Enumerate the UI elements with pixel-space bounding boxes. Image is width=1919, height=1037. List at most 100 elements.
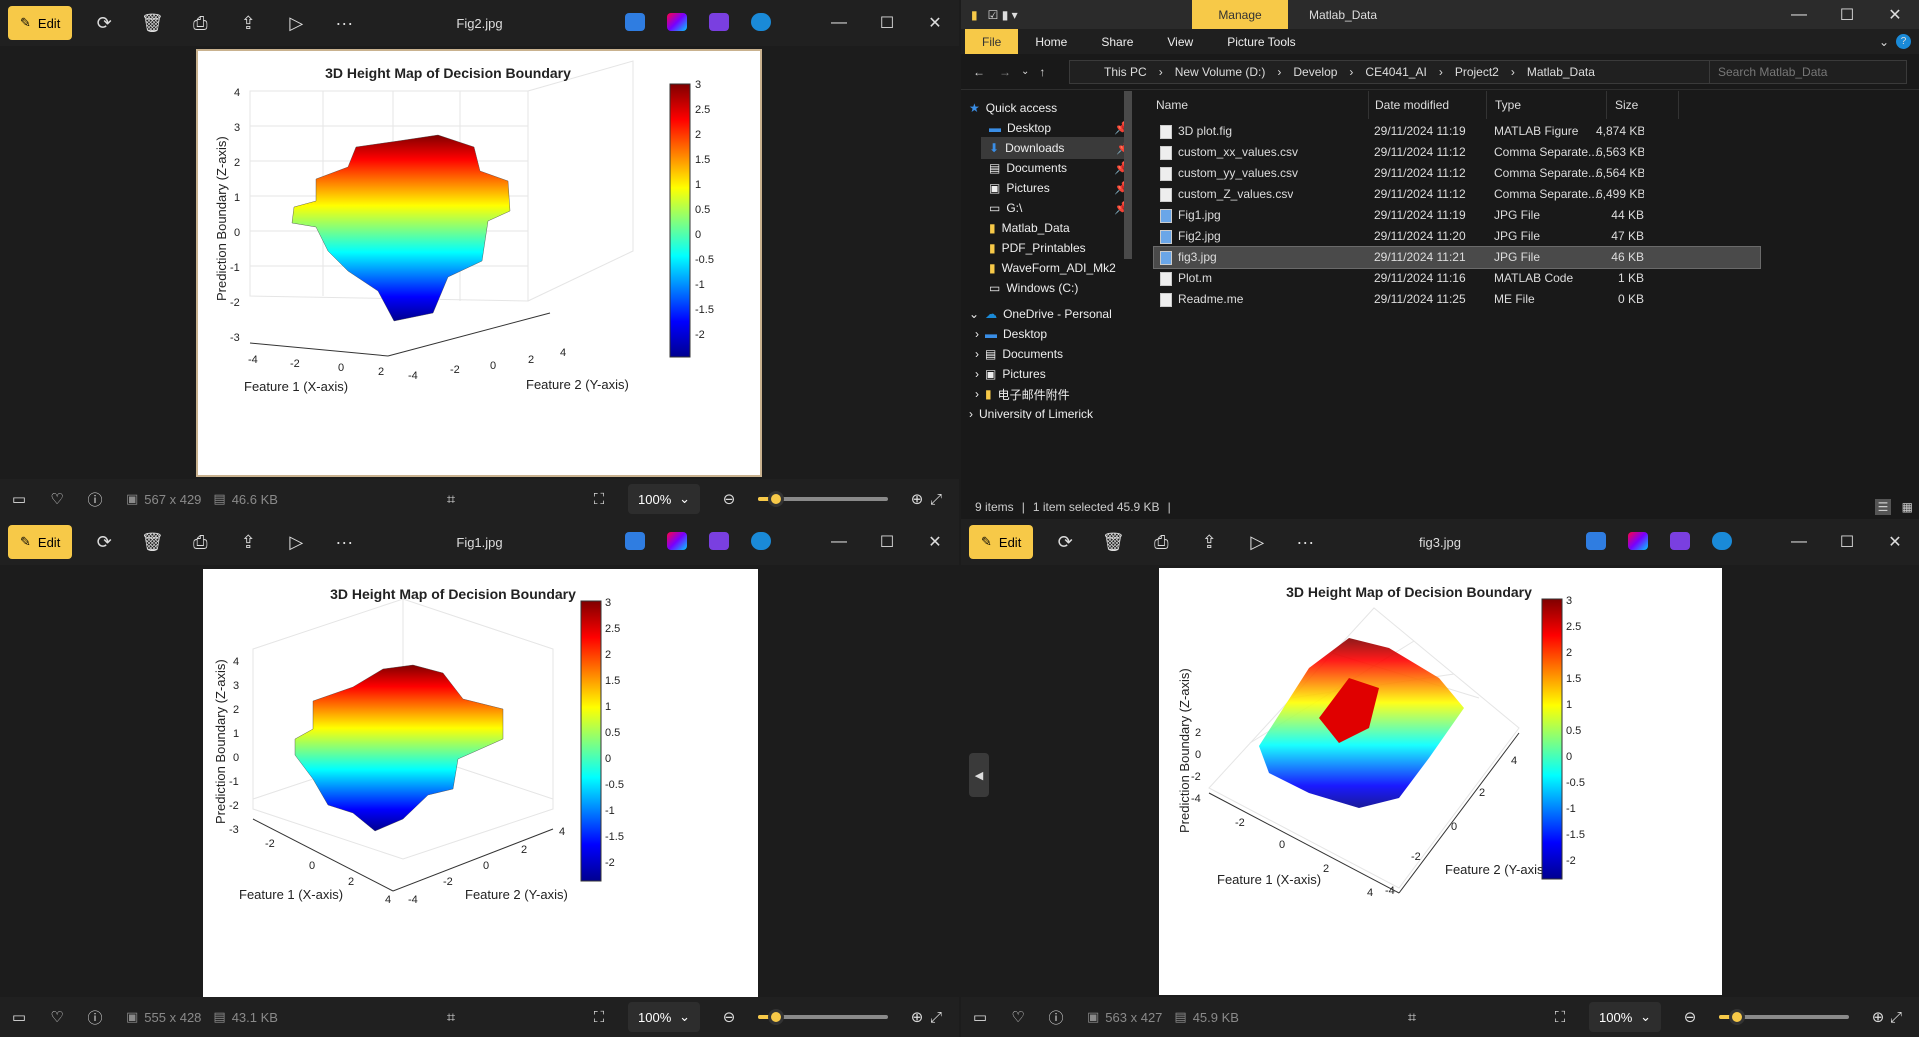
share-icon[interactable]: ⇪ [240, 12, 256, 33]
filmstrip-icon[interactable]: ▭ [11, 1009, 27, 1026]
minimize-icon[interactable]: — [1791, 533, 1807, 550]
edit-button[interactable]: ✎ Edit [8, 6, 73, 40]
info-icon[interactable]: ⓘ [87, 1009, 103, 1027]
slideshow-icon[interactable]: ▷ [1250, 531, 1265, 552]
tab-picture-tools[interactable]: Picture Tools [1227, 34, 1296, 49]
nav-pdf-printables[interactable]: ▮ PDF_Printables [989, 241, 1086, 255]
file-row[interactable]: custom_xx_values.csv 29/11/2024 11:12 Comm… [1154, 142, 1760, 163]
minimize-icon[interactable]: — [1791, 5, 1807, 23]
nav-pictures[interactable]: ▣ Pictures 📌 [989, 181, 1129, 195]
large-icons-view-icon[interactable]: ▦ [1901, 499, 1913, 514]
zoom-in-icon[interactable]: ⊕ [910, 1009, 924, 1026]
minimize-icon[interactable]: — [831, 533, 847, 550]
nav-quick-access[interactable]: ★ Quick access [969, 101, 1058, 115]
share-icon[interactable]: ⇪ [1201, 531, 1217, 552]
tab-file[interactable]: File [965, 29, 1019, 54]
minimize-icon[interactable]: — [831, 14, 847, 31]
more-icon[interactable]: ··· [335, 531, 354, 552]
tab-share[interactable]: Share [1101, 34, 1134, 49]
nav-downloads[interactable]: ⬇Downloads📌 [981, 137, 1131, 159]
more-icon[interactable]: ··· [1296, 531, 1315, 552]
zoom-in-icon[interactable]: ⊕ [910, 491, 924, 508]
zoom-out-icon[interactable]: ⊖ [722, 491, 736, 508]
column-header-size[interactable]: Size [1607, 91, 1679, 119]
designer-icon[interactable] [625, 532, 645, 550]
clipchamp-icon[interactable] [1670, 532, 1690, 550]
close-icon[interactable]: ✕ [928, 534, 942, 551]
forward-icon[interactable]: → [999, 64, 1011, 79]
nav-university[interactable]: › University of Limerick [969, 407, 1094, 419]
file-row[interactable]: Readme.me 29/11/2024 11:25 ME File 0 KB [1154, 289, 1760, 310]
zoom-select[interactable]: 100% ⌄ [1589, 1002, 1661, 1032]
nav-waveform[interactable]: ▮ WaveForm_ADI_Mk2 [989, 261, 1116, 275]
clipchamp-icon[interactable] [709, 13, 729, 31]
nav-onedrive[interactable]: ⌄ ☁ OneDrive - Personal [969, 307, 1112, 321]
zoom-select[interactable]: 100% ⌄ [628, 1002, 700, 1032]
file-row[interactable]: Plot.m 29/11/2024 11:16 MATLAB Code 1 KB [1154, 268, 1760, 289]
zoom-slider[interactable] [758, 491, 888, 507]
edit-button[interactable]: ✎ Edit [969, 525, 1034, 559]
breadcrumb-item[interactable]: Matlab_Data [1526, 65, 1595, 79]
designer-icon[interactable] [1586, 532, 1606, 550]
nav-documents[interactable]: ▤ Documents 📌 [989, 161, 1129, 175]
crop-icon[interactable]: ⌗ [446, 490, 456, 508]
fit-icon[interactable]: ⛶ [1554, 1008, 1566, 1026]
delete-icon[interactable]: 🗑 [140, 12, 164, 33]
file-row[interactable]: 3D plot.fig 29/11/2024 11:19 MATLAB Figure… [1154, 121, 1760, 142]
fullscreen-icon[interactable]: ⤢ [929, 1008, 942, 1026]
file-row[interactable]: custom_Z_values.csv 29/11/2024 11:12 Comma… [1154, 184, 1760, 205]
breadcrumb-item[interactable]: Develop [1293, 65, 1338, 79]
manage-tab[interactable]: Manage [1192, 0, 1288, 29]
zoom-slider[interactable] [1719, 1009, 1849, 1025]
fit-icon[interactable]: ⛶ [593, 490, 605, 508]
edit-button[interactable]: ✎ Edit [8, 525, 73, 559]
file-row[interactable]: custom_yy_values.csv 29/11/2024 11:12 Comm… [1154, 163, 1760, 184]
details-view-icon[interactable]: ☰ [1875, 498, 1891, 515]
onedrive-icon[interactable] [751, 13, 771, 31]
onedrive-icon[interactable] [1712, 532, 1732, 550]
favorite-icon[interactable]: ♡ [50, 1009, 64, 1026]
breadcrumb-item[interactable]: This PC [1104, 65, 1147, 79]
nav-g-drive[interactable]: ▭ G:\ 📌 [989, 201, 1129, 215]
maximize-icon[interactable]: ☐ [1839, 6, 1855, 24]
designer-icon[interactable] [625, 13, 645, 31]
info-icon[interactable]: ⓘ [87, 491, 103, 509]
close-icon[interactable]: ✕ [928, 15, 942, 32]
nav-windows-c[interactable]: ▭ Windows (C:) [989, 281, 1079, 295]
help-icon[interactable]: ? [1896, 34, 1911, 49]
filmstrip-icon[interactable]: ▭ [11, 491, 27, 508]
filmstrip-icon[interactable]: ▭ [972, 1009, 988, 1026]
rotate-icon[interactable]: ⟳ [96, 12, 112, 33]
more-icon[interactable]: ··· [335, 12, 354, 33]
favorite-icon[interactable]: ♡ [50, 491, 64, 508]
up-icon[interactable]: ↑ [1039, 64, 1046, 79]
copilot-icon[interactable] [667, 532, 687, 550]
copilot-icon[interactable] [1628, 532, 1648, 550]
nav-matlab-data[interactable]: ▮ Matlab_Data [989, 221, 1070, 235]
fullscreen-icon[interactable]: ⤢ [1889, 1008, 1902, 1026]
delete-icon[interactable]: 🗑 [1101, 531, 1125, 552]
favorite-icon[interactable]: ♡ [1011, 1009, 1025, 1026]
slideshow-icon[interactable]: ▷ [289, 12, 304, 33]
nav-od-desktop[interactable]: › ▬ Desktop [975, 327, 1048, 341]
close-icon[interactable]: ✕ [1888, 6, 1902, 24]
delete-icon[interactable]: 🗑 [140, 531, 164, 552]
maximize-icon[interactable]: ☐ [879, 534, 895, 551]
tab-home[interactable]: Home [1035, 34, 1068, 49]
print-icon[interactable]: ⎙ [1154, 531, 1169, 552]
column-header-name[interactable]: Name [1144, 91, 1369, 119]
zoom-out-icon[interactable]: ⊖ [722, 1009, 736, 1026]
rotate-icon[interactable]: ⟳ [96, 531, 112, 552]
copilot-icon[interactable] [667, 13, 687, 31]
breadcrumb-item[interactable]: Project2 [1454, 65, 1499, 79]
fullscreen-icon[interactable]: ⤢ [929, 490, 942, 508]
nav-od-email-attachments[interactable]: › ▮ 电子邮件附件 [975, 387, 1070, 402]
column-header-date[interactable]: Date modified [1369, 91, 1487, 119]
breadcrumb[interactable]: This PC › New Volume (D:) › Develop › CE404… [1069, 60, 1713, 84]
info-icon[interactable]: ⓘ [1048, 1009, 1064, 1027]
onedrive-icon[interactable] [751, 532, 771, 550]
zoom-select[interactable]: 100% ⌄ [628, 484, 700, 514]
fit-icon[interactable]: ⛶ [593, 1008, 605, 1026]
previous-image-button[interactable]: ◀ [969, 753, 989, 797]
slideshow-icon[interactable]: ▷ [289, 531, 304, 552]
